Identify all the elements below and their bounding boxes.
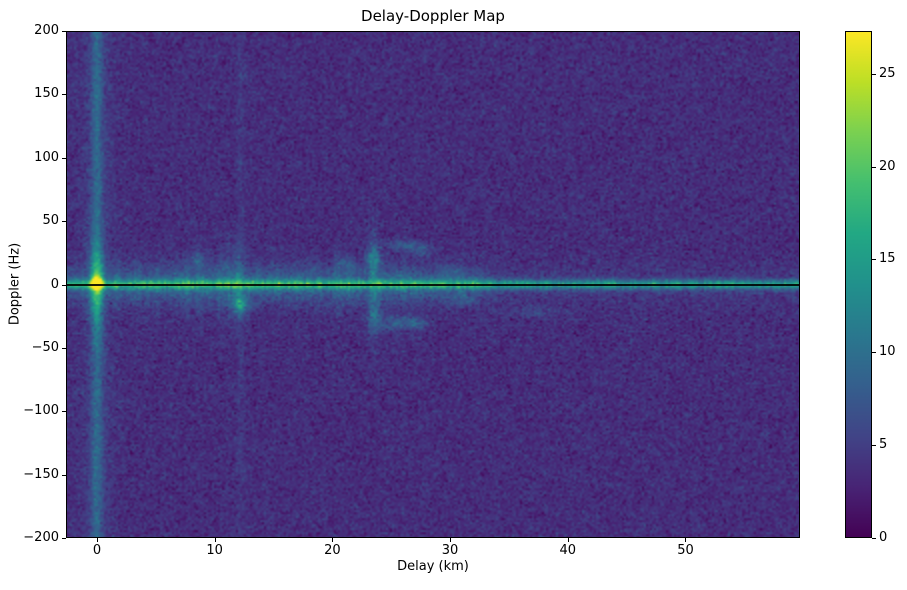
zero-doppler-line [66,284,800,286]
x-tick-label: 20 [324,543,341,558]
colorbar-tick-mark [872,166,876,168]
y-tick-label: −150 [23,466,59,482]
colorbar-tick-label: 25 [879,65,896,81]
y-tick-label: 100 [34,149,59,165]
y-tick-mark [62,31,66,32]
colorbar-tick-label: 5 [879,437,888,453]
y-tick-label: −100 [23,403,59,419]
y-axis-label: Doppler (Hz) [7,242,23,326]
y-tick-mark [62,411,66,413]
colorbar-tick-mark [872,352,876,354]
chart-title: Delay-Doppler Map [361,7,505,25]
x-tick-mark [450,538,452,542]
colorbar-tick-mark [872,259,876,261]
colorbar-tick-mark [872,538,876,539]
x-tick-mark [567,538,569,542]
x-tick-mark [214,538,216,542]
colorbar-canvas [845,31,872,538]
colorbar-tick-label: 15 [879,251,896,267]
y-tick-mark [62,284,66,286]
x-tick-label: 40 [559,543,577,558]
x-tick-label: 30 [441,543,459,558]
y-tick-label: −200 [23,530,59,545]
colorbar-tick-label: 10 [879,344,896,360]
y-tick-mark [62,538,66,539]
y-tick-label: 200 [34,23,59,38]
y-tick-mark [62,221,66,223]
y-tick-mark [62,94,66,96]
y-tick-label: −50 [31,339,59,355]
colorbar-tick-mark [872,73,876,75]
colorbar-tick-label: 0 [879,530,888,545]
y-tick-label: 0 [50,276,59,292]
colorbar-tick-label: 20 [879,158,896,174]
x-axis-label: Delay (km) [397,559,469,574]
y-tick-label: 150 [34,86,59,102]
x-tick-mark [332,538,334,542]
x-tick-label: 50 [677,543,694,558]
x-tick-label: 10 [206,543,223,558]
x-tick-mark [685,538,687,542]
y-tick-mark [62,347,66,349]
y-tick-label: 50 [42,213,59,229]
x-tick-label: 0 [92,543,102,558]
x-tick-mark [96,538,98,542]
y-tick-mark [62,157,66,159]
y-tick-mark [62,474,66,476]
colorbar-tick-mark [872,445,876,447]
